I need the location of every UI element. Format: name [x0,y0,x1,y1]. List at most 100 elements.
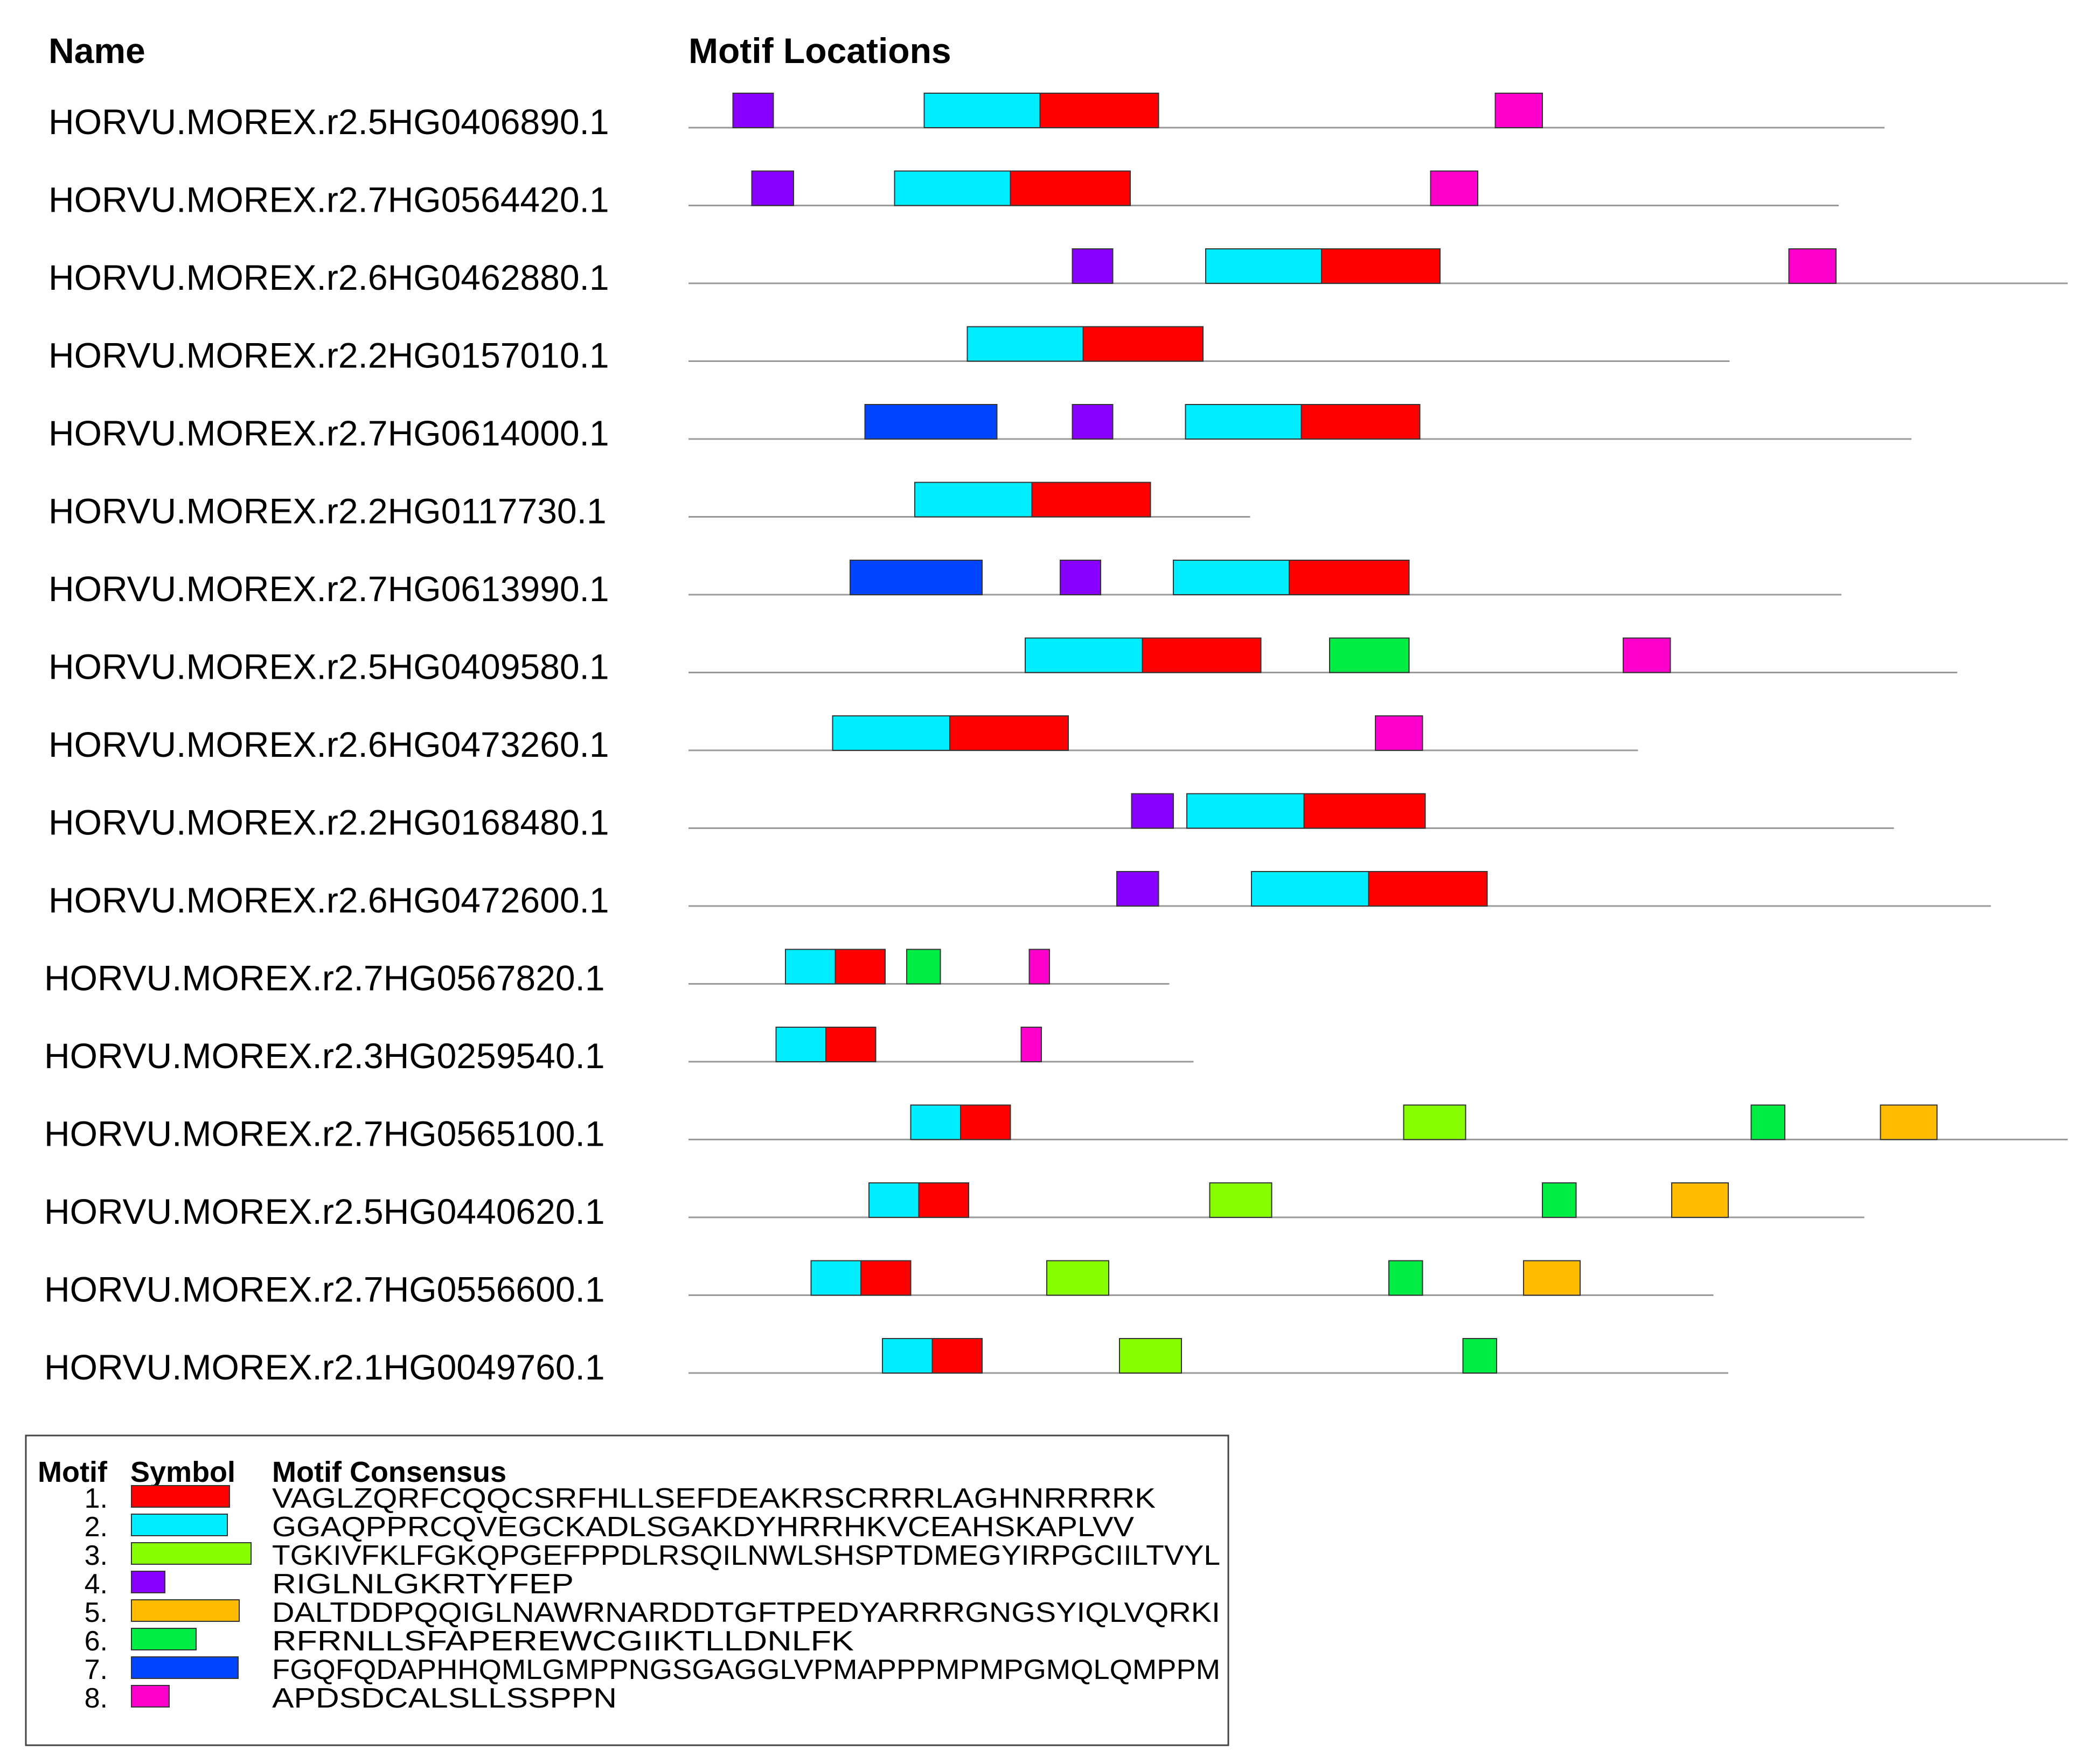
legend-rows: 1. VAGLZQRFCQQCSRFHLLSEFDEAKRSCRRRLAGHNRR… [85,1483,1220,1714]
sequence-row: HORVU.MOREX.r2.2HG0157010.1 [48,326,1730,375]
motif-4-box [1116,871,1159,907]
legend-motif-number: 7. [85,1654,108,1685]
motif-2-box [923,93,1041,128]
motif-2-box [785,949,836,985]
motif-1-box [960,1104,1011,1140]
legend-motif-consensus: TGKIVFKLFGKQPGEFPPDLRSQILNWLSHSPTDMEGYIR… [272,1540,1220,1571]
motif-1-box [1082,326,1204,362]
legend-motif-symbol [131,1542,252,1565]
legend-row: 6. RFRNLLSFAPEREWCGIIKTLLDNLFK [85,1626,854,1657]
motif-2-box [1185,404,1302,440]
motif-2-box [1173,560,1290,595]
legend-motif-symbol [131,1685,170,1708]
motif-7-box [850,560,983,595]
legend-motif-consensus: RIGLNLGKRTYFEP [272,1569,574,1600]
sequence-name: HORVU.MOREX.r2.7HG0565100.1 [44,1114,605,1154]
sequence-row: HORVU.MOREX.r2.7HG0564420.1 [48,170,1839,220]
legend-motif-number: 4. [85,1569,108,1600]
motif-4-box [1131,793,1174,829]
sequence-row: HORVU.MOREX.r2.7HG0565100.1 [44,1104,2068,1154]
sequence-row: HORVU.MOREX.r2.7HG0614000.1 [48,404,1911,453]
legend-motif-symbol [131,1599,240,1622]
motif-1-box [1010,170,1131,206]
motif-3-box [1403,1104,1466,1140]
motif-5-box [1523,1260,1581,1296]
motif-2-box [1205,248,1322,284]
legend-motif-consensus: GGAQPPRCQVEGCKADLSGAKDYHRRHKVCEAHSKAPLVV [272,1511,1134,1543]
motif-2-box [1186,793,1305,829]
sequence-name: HORVU.MOREX.r2.3HG0259540.1 [44,1036,605,1076]
motif-4-box [751,170,794,206]
motif-5-box [1880,1104,1938,1140]
motif-6-box [1462,1338,1497,1374]
legend-consensus-header: Motif Consensus [272,1456,506,1488]
sequence-rows: HORVU.MOREX.r2.5HG0406890.1 HORVU.MOREX.r… [44,93,2068,1387]
legend-row: 2. GGAQPPRCQVEGCKADLSGAKDYHRRHKVCEAHSKAPL… [85,1511,1135,1543]
sequence-row: HORVU.MOREX.r2.3HG0259540.1 [44,1027,1194,1076]
motif-1-box [1368,871,1488,907]
motif-6-box [1542,1182,1577,1218]
sequence-name: HORVU.MOREX.r2.7HG0556600.1 [44,1270,605,1309]
sequence-name: HORVU.MOREX.r2.1HG0049760.1 [44,1347,605,1387]
motif-1-box [949,715,1069,751]
sequence-row: HORVU.MOREX.r2.7HG0567820.1 [44,949,1170,998]
motif-2-box [775,1027,826,1062]
motif-2-box [966,326,1084,362]
legend-motif-consensus: DALTDDPQQIGLNAWRNARDDTGFTPEDYARRRGNGSYIQ… [272,1597,1220,1628]
legend-motif-consensus: APDSDCALSLLSSPPN [272,1683,617,1714]
motif-4-box [1072,248,1114,284]
motif-2-box [1025,637,1143,673]
legend-row: 1. VAGLZQRFCQQCSRFHLLSEFDEAKRSCRRRLAGHNRR… [85,1483,1156,1514]
motif-2-box [910,1104,961,1140]
legend-motif-header: Motif [38,1456,108,1488]
sequence-name: HORVU.MOREX.r2.2HG0168480.1 [48,803,609,842]
legend-motif-number: 6. [85,1626,108,1657]
sequence-name: HORVU.MOREX.r2.2HG0117730.1 [48,491,607,531]
motif-2-box [1251,871,1369,907]
motif-4-box [1060,560,1101,595]
motif-2-box [882,1338,933,1374]
sequence-name: HORVU.MOREX.r2.5HG0409580.1 [48,647,609,687]
sequence-row: HORVU.MOREX.r2.1HG0049760.1 [44,1338,1728,1387]
legend-motif-number: 5. [85,1597,108,1628]
motif-1-box [1039,93,1159,128]
legend-motif-consensus: FGQFQDAPHHQMLGMPPNGSGAGGLVPMAPPPMPMPGMQL… [272,1654,1220,1685]
motif-1-box [1031,482,1151,518]
sequence-name: HORVU.MOREX.r2.6HG0473260.1 [48,724,609,764]
sequence-name: HORVU.MOREX.r2.2HG0157010.1 [48,336,609,375]
motif-3-box [1119,1338,1182,1374]
motif-8-box [1623,637,1671,673]
sequence-row: HORVU.MOREX.r2.5HG0406890.1 [48,93,1885,142]
motif-3-box [1046,1260,1109,1296]
sequence-name: HORVU.MOREX.r2.6HG0462880.1 [48,257,609,297]
motif-1-box [860,1260,912,1296]
motif-2-box [832,715,950,751]
sequence-row: HORVU.MOREX.r2.7HG0613990.1 [48,560,1841,609]
name-column-header: Name [48,31,145,71]
motif-6-box [1750,1104,1785,1140]
motif-4-box [732,93,774,128]
sequence-row: HORVU.MOREX.r2.7HG0556600.1 [44,1260,1714,1309]
motif-6-box [906,949,941,985]
legend-motif-number: 3. [85,1540,108,1571]
motif-1-box [825,1027,877,1062]
legend-row: 8. APDSDCALSLLSSPPN [85,1683,617,1714]
motif-1-box [1289,560,1410,595]
motif-3-box [1209,1182,1272,1218]
motif-legend: Motif Symbol Motif Consensus 1. VAGLZQRFC… [25,1434,1229,1746]
motif-1-box [1303,793,1426,829]
sequence-name: HORVU.MOREX.r2.7HG0567820.1 [44,958,605,998]
sequence-name: HORVU.MOREX.r2.5HG0440620.1 [44,1191,605,1231]
sequence-name: HORVU.MOREX.r2.6HG0472600.1 [48,880,609,920]
motif-2-box [868,1182,920,1218]
motif-2-box [810,1260,861,1296]
legend-row: 4. RIGLNLGKRTYFEP [85,1569,574,1600]
legend-motif-consensus: RFRNLLSFAPEREWCGIIKTLLDNLFK [272,1626,854,1657]
sequence-row: HORVU.MOREX.r2.2HG0117730.1 [48,482,1250,531]
sequence-name: HORVU.MOREX.r2.7HG0613990.1 [48,569,609,609]
motif-1-box [835,949,886,985]
legend-motif-number: 8. [85,1683,108,1714]
sequence-name: HORVU.MOREX.r2.5HG0406890.1 [48,102,609,142]
legend-motif-symbol [131,1485,230,1508]
